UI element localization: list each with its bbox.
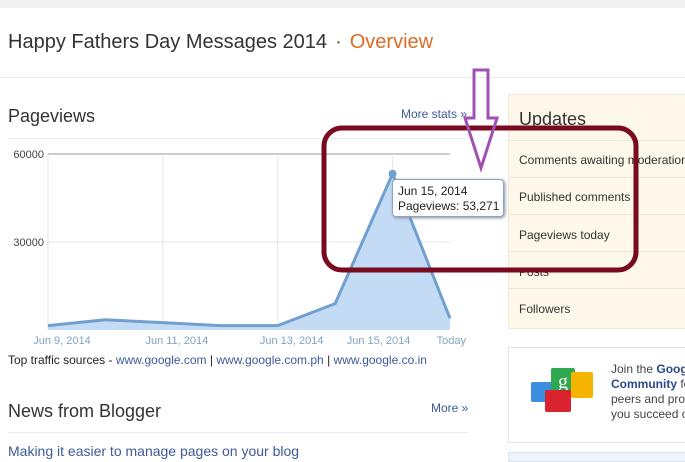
y-tick-label: 30000	[13, 237, 44, 249]
blog-title: Happy Fathers Day Messages 2014	[8, 31, 328, 53]
promo-text: Join the	[611, 362, 657, 376]
x-tick-label: Jun 9, 2014	[33, 335, 91, 347]
chart-tooltip: Jun 15, 2014 Pageviews: 53,271	[392, 179, 504, 217]
next-panel	[508, 452, 685, 462]
promo-link[interactable]: Google	[656, 362, 685, 376]
update-item[interactable]: Pageviews today	[519, 228, 610, 242]
tooltip-date: Jun 15, 2014	[398, 184, 468, 198]
updates-panel: Updates Comments awaiting moderation Pub…	[508, 94, 685, 329]
x-tick-label: Jun 11, 2014	[145, 335, 208, 347]
divider	[509, 177, 685, 178]
news-more-link[interactable]: More »	[431, 401, 469, 415]
x-tick-label: Today	[437, 335, 467, 347]
divider	[8, 138, 468, 139]
tooltip-value: Pageviews: 53,271	[398, 199, 500, 213]
divider	[509, 140, 685, 141]
y-tick-label: 60000	[13, 149, 44, 161]
svg-text:g: g	[558, 371, 568, 393]
more-stats-link[interactable]: More stats »	[401, 107, 468, 121]
source-link[interactable]: www.google.co.in	[333, 353, 427, 367]
update-item[interactable]: Followers	[519, 302, 571, 316]
traffic-sources: Top traffic sources - www.google.com | w…	[8, 353, 427, 367]
source-link[interactable]: www.google.com	[115, 353, 207, 367]
traffic-label: Top traffic sources -	[8, 353, 113, 367]
promo-text: you succeed o	[611, 407, 685, 421]
divider	[0, 77, 685, 78]
news-item-link[interactable]: Making it easier to manage pages on your…	[8, 443, 300, 459]
pageviews-title: Pageviews	[8, 106, 96, 126]
divider	[509, 251, 685, 252]
area-fill	[48, 173, 450, 330]
top-bar	[0, 0, 685, 8]
page-title: Happy Fathers Day Messages 2014 · Overview	[8, 31, 433, 54]
updates-title: Updates	[519, 109, 587, 129]
divider	[509, 214, 685, 215]
update-item[interactable]: Posts	[519, 265, 550, 279]
source-link[interactable]: www.google.com.ph	[216, 353, 324, 367]
divider	[8, 432, 468, 433]
promo-link[interactable]: Community	[611, 377, 677, 391]
divider	[509, 288, 685, 289]
data-point	[388, 169, 397, 178]
x-tick-label: Jun 15, 2014	[347, 335, 411, 347]
promo-text: for	[680, 377, 685, 391]
separator: ·	[335, 31, 342, 53]
x-tick-label: Jun 13, 2014	[260, 335, 324, 347]
news-title: News from Blogger	[8, 401, 162, 421]
community-promo: g Join the GoogleCommunity forpeers and …	[508, 347, 685, 443]
update-item[interactable]: Comments awaiting moderation	[519, 153, 685, 167]
promo-text: peers and pro	[611, 392, 685, 406]
section-name: Overview	[349, 31, 434, 53]
update-item[interactable]: Published comments	[519, 190, 631, 204]
community-logo-icon: g	[531, 368, 593, 412]
